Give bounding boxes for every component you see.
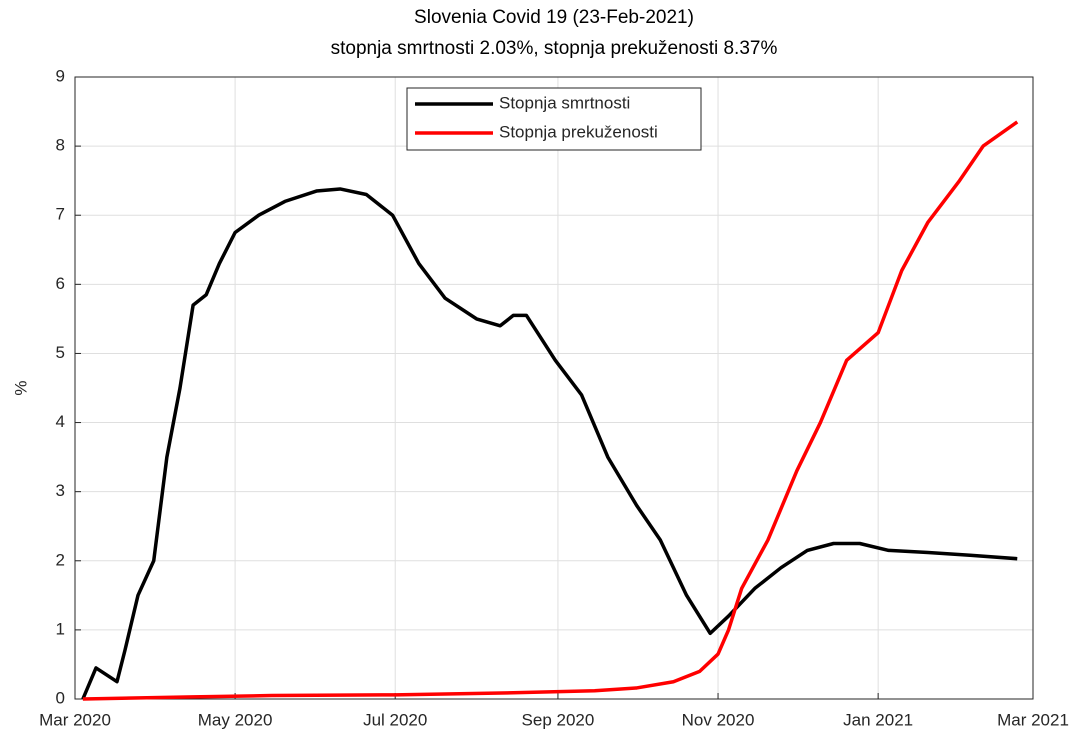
y-tick-label: 6 [56,274,65,293]
y-tick-label: 0 [56,688,65,707]
x-tick-label: Mar 2021 [997,710,1069,729]
line [82,120,1019,701]
y-tick-label: 2 [56,550,65,569]
x-tick-label: Jul 2020 [363,710,427,729]
y-tick-label: 5 [56,343,65,362]
chart-title: Slovenia Covid 19 (23-Feb-2021) [414,7,694,28]
y-tick-label: 8 [56,136,65,155]
legend-label: Stopnja prekuženosti [499,122,658,141]
x-tick-label: May 2020 [198,710,273,729]
x-tick-label: Jan 2021 [843,710,913,729]
y-tick-label: 1 [56,619,65,638]
x-tick-label: Sep 2020 [522,710,595,729]
y-tick-label: 3 [56,481,65,500]
y-tick-label: 7 [56,205,65,224]
chart-subtitle: stopnja smrtnosti 2.03%, stopnja prekuže… [331,38,778,59]
plot-frame [74,76,1034,700]
line [81,187,1018,700]
x-tick-label: Nov 2020 [682,710,755,729]
x-tick-label: Mar 2020 [39,710,111,729]
legend-label: Stopnja smrtnosti [499,93,630,112]
y-axis-label: % [11,380,30,395]
legend-box [406,87,702,151]
y-tick-label: 4 [56,412,65,431]
y-tick-label: 9 [56,66,65,85]
